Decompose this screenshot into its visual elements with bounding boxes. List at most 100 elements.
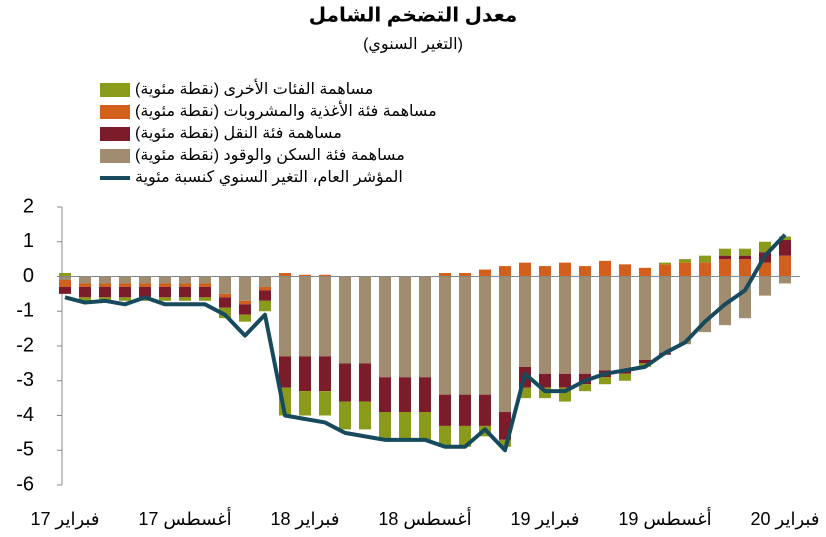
bar [259, 300, 271, 312]
bar [299, 276, 311, 357]
bar [379, 412, 391, 440]
bar [599, 276, 611, 371]
legend-swatch [100, 149, 130, 163]
bar [499, 266, 511, 277]
bar [439, 273, 451, 277]
bar [559, 262, 571, 277]
bar [779, 240, 791, 256]
chart-title: معدل التضخم الشامل [309, 4, 518, 26]
bar [679, 259, 691, 263]
bar [759, 241, 771, 253]
bar [739, 259, 751, 277]
bar [439, 425, 451, 447]
bar [559, 373, 571, 388]
bar [599, 260, 611, 277]
bar [199, 283, 211, 287]
bar [359, 363, 371, 402]
legend-swatch [100, 83, 130, 97]
legend-swatch [100, 105, 130, 119]
bar [579, 384, 591, 392]
bar [279, 356, 291, 388]
x-tick-label: فبراير 17 [31, 509, 100, 530]
bar [339, 276, 351, 364]
bar [539, 276, 551, 374]
chart-subtitle: (التغير السنوي) [363, 36, 463, 54]
bar [159, 283, 171, 287]
bar [199, 276, 211, 284]
bar [659, 264, 671, 277]
y-tick-label: -5 [16, 439, 34, 461]
bar [759, 262, 771, 277]
bar [679, 276, 691, 345]
bar [79, 276, 91, 284]
bar [79, 297, 91, 301]
bar [679, 262, 691, 277]
bar [219, 276, 231, 294]
line [64, 233, 787, 453]
bar [599, 377, 611, 385]
x-tick-label: فبراير 18 [271, 509, 340, 530]
bar [179, 297, 191, 301]
x-tick-label: فبراير 19 [511, 509, 580, 530]
bar [399, 276, 411, 378]
bar [439, 394, 451, 426]
bar [139, 276, 151, 284]
bar [59, 286, 71, 294]
bar [159, 276, 171, 284]
y-tick-label: -6 [16, 473, 34, 495]
bar [199, 286, 211, 298]
bar [319, 356, 331, 392]
bar [319, 391, 331, 416]
bar [719, 259, 731, 277]
bar [339, 363, 351, 402]
bar [319, 276, 331, 357]
bar [59, 276, 71, 280]
bar [639, 359, 651, 364]
bar [619, 373, 631, 381]
y-tick-label: -1 [16, 300, 34, 322]
legend-label: مساهمة الفئات الأخرى (نقطة مئوية) [135, 78, 373, 99]
bar [299, 391, 311, 416]
bar [119, 283, 131, 287]
y-tick-label: -4 [16, 404, 34, 426]
bar [279, 276, 291, 357]
bar [279, 273, 291, 277]
bar [79, 286, 91, 298]
bar [719, 248, 731, 256]
bar [639, 276, 651, 360]
bar [719, 276, 731, 326]
x-tick-label: أغسطس 18 [378, 507, 471, 529]
bar [259, 290, 271, 301]
bar [419, 276, 431, 378]
bar [579, 266, 591, 277]
bar [379, 276, 391, 378]
bar [399, 412, 411, 440]
bar [239, 304, 251, 315]
legend-swatch [100, 127, 130, 141]
bar [119, 276, 131, 284]
bar [119, 286, 131, 298]
bar [479, 269, 491, 277]
bar [759, 276, 771, 296]
bar [79, 283, 91, 287]
bar [179, 283, 191, 287]
bar [619, 264, 631, 277]
bar [659, 262, 671, 265]
bar [99, 286, 111, 298]
bar [259, 276, 271, 287]
bar [359, 401, 371, 430]
bar [419, 412, 431, 440]
x-tick-label: فبراير 20 [751, 509, 820, 530]
legend-label: المؤشر العام، التغير السنوي كنسبة مئوية [135, 169, 403, 187]
y-tick-label: 0 [23, 265, 34, 287]
bar [479, 276, 491, 395]
bar [239, 300, 251, 305]
bar [59, 273, 71, 277]
bar [139, 286, 151, 298]
x-tick-label: أغسطس 19 [618, 507, 711, 529]
bar [59, 279, 71, 287]
bar [699, 255, 711, 263]
bar [239, 276, 251, 301]
bar [779, 276, 791, 284]
